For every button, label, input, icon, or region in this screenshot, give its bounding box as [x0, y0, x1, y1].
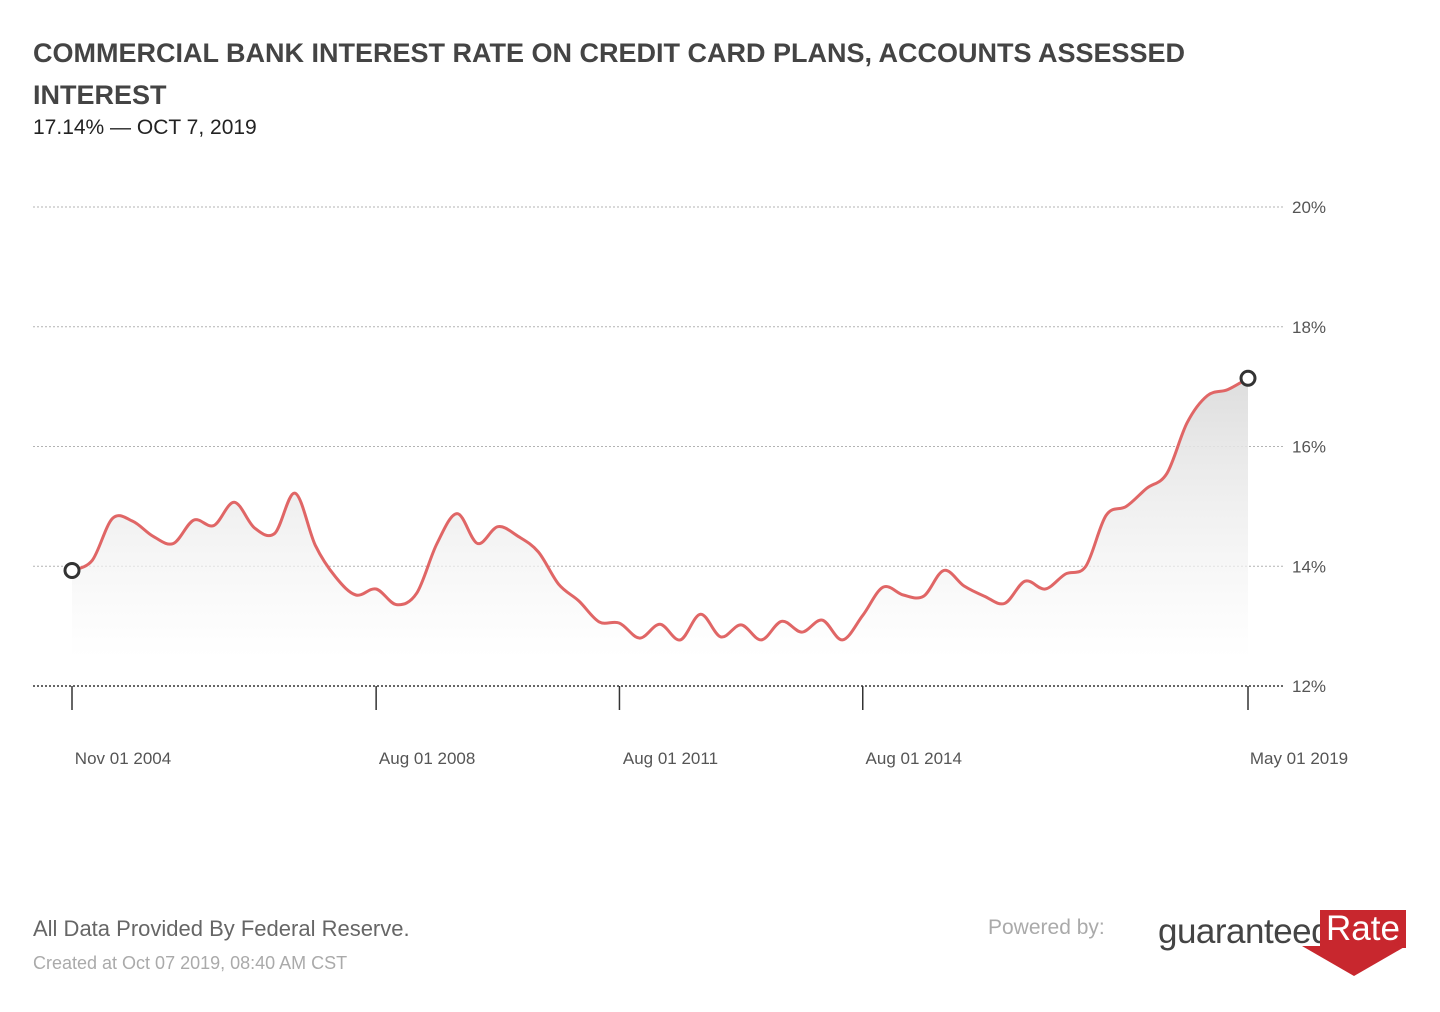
y-tick-label: 18% — [1292, 318, 1326, 337]
x-tick-label: Aug 01 2011 — [623, 749, 718, 768]
series-line — [70, 376, 1250, 642]
guaranteed-rate-logo[interactable]: guaranteed Rate ® — [1158, 906, 1408, 982]
endpoint-marker — [63, 561, 81, 579]
logo-rate-box: Rate — [1320, 910, 1406, 948]
y-tick-label: 14% — [1292, 557, 1326, 576]
endpoint-marker — [1239, 369, 1257, 387]
logo-arrow-icon — [1302, 946, 1406, 976]
chart-subtitle: 17.14% — OCT 7, 2019 — [33, 116, 257, 139]
data-source-note: All Data Provided By Federal Reserve. — [33, 916, 410, 941]
created-timestamp: Created at Oct 07 2019, 08:40 AM CST — [33, 953, 348, 973]
y-tick-label: 16% — [1292, 438, 1326, 457]
x-tick-label: Nov 01 2004 — [75, 749, 171, 768]
x-tick-label: May 01 2019 — [1250, 749, 1348, 768]
line-chart: 12% 14% 16% 18% 20% Nov 01 2004 Aug 01 2008 Au… — [33, 198, 1348, 768]
logo-wordmark: guaranteed — [1158, 912, 1331, 951]
y-tick-label: 20% — [1292, 198, 1326, 217]
chart-title: COMMERCIAL BANK INTEREST RATE ON CREDIT … — [33, 38, 1186, 110]
x-tick-label: Aug 01 2014 — [866, 749, 962, 768]
y-tick-label: 12% — [1292, 677, 1326, 696]
series-area — [72, 378, 1248, 658]
powered-by-label: Powered by: — [988, 916, 1105, 939]
logo-registered-mark: ® — [1394, 938, 1401, 948]
x-tick-label: Aug 01 2008 — [379, 749, 475, 768]
